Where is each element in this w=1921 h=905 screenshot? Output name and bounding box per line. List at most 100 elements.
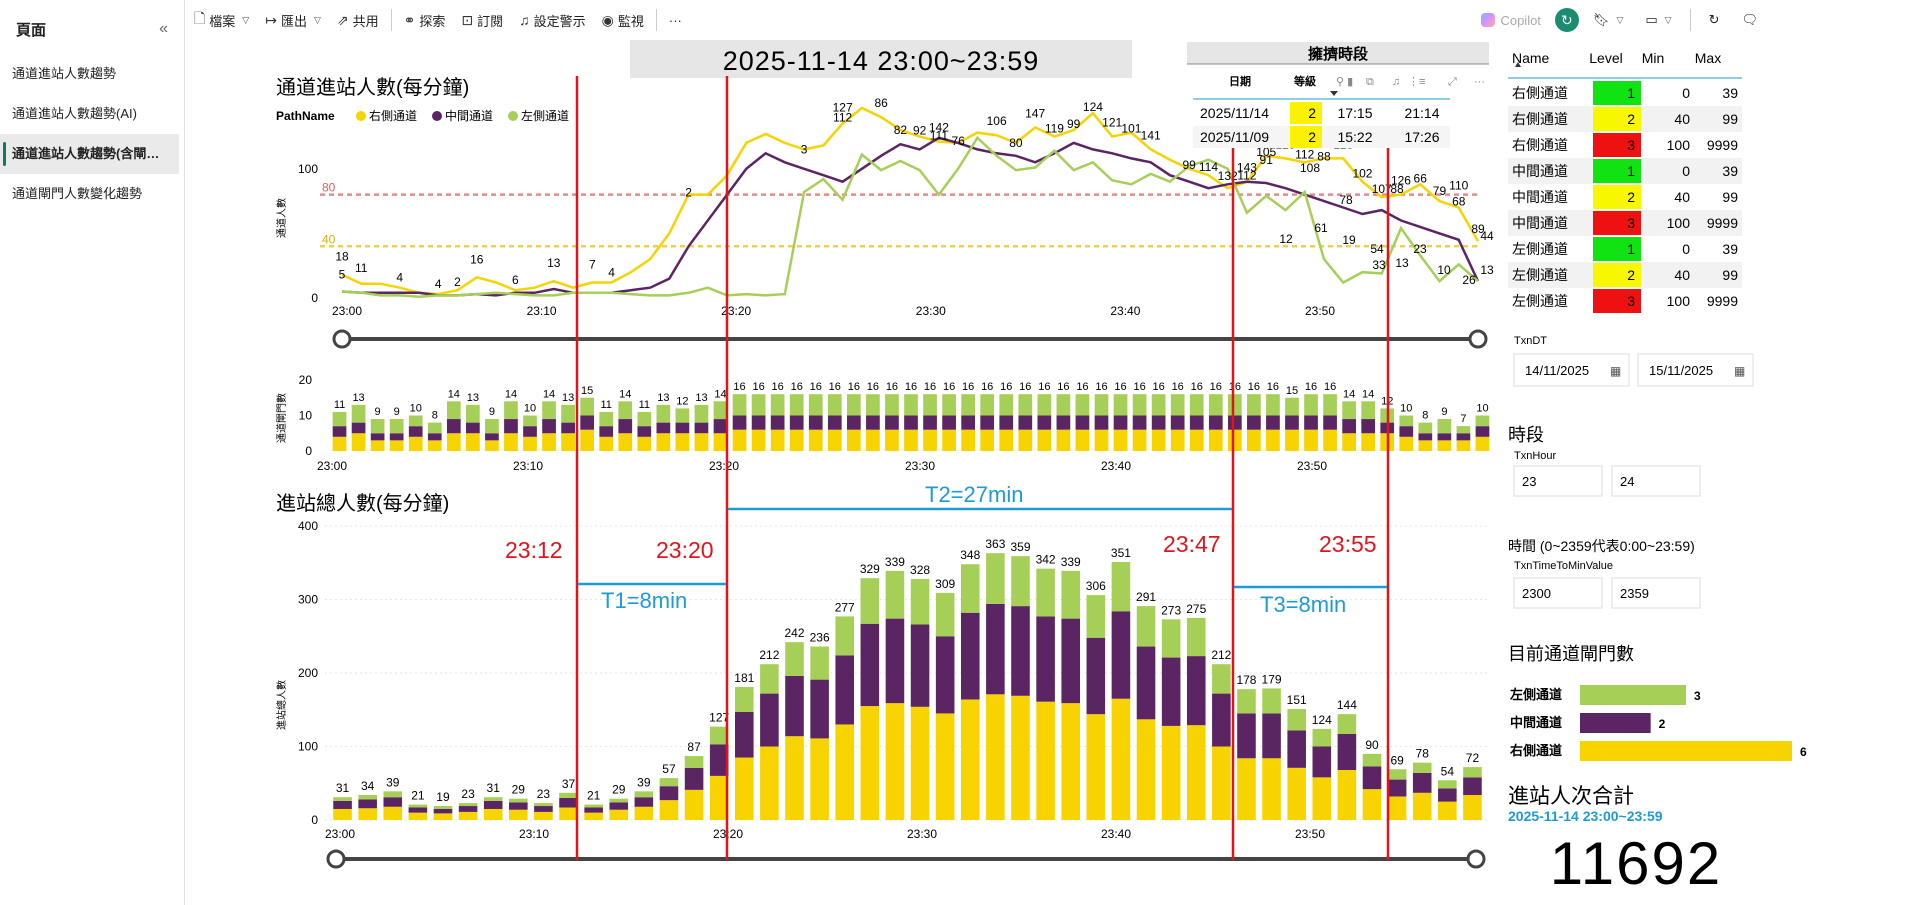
reload-button[interactable]: ↻ xyxy=(1701,0,1728,40)
total-bar-segment xyxy=(1362,766,1382,790)
left-series-line xyxy=(341,135,1479,298)
gate-bar-segment xyxy=(1227,415,1242,430)
sort-asc-icon[interactable] xyxy=(1515,62,1521,67)
gate-bar-label: 14 xyxy=(619,388,631,400)
top-slider-start-handle[interactable] xyxy=(332,329,352,349)
gate-bar-segment xyxy=(1018,415,1033,430)
explore-button[interactable]: ⚭ 探索 xyxy=(396,0,454,40)
gate-value: 2 xyxy=(1659,717,1666,731)
bottom-slider-start-handle[interactable] xyxy=(326,849,346,869)
time-to-input[interactable] xyxy=(1611,577,1701,609)
gate-bar-label: 16 xyxy=(1248,381,1260,393)
alert-label: 設定警示 xyxy=(533,13,586,29)
calendar-icon[interactable]: ▦ xyxy=(1610,364,1621,378)
gate-bar-segment xyxy=(1323,394,1337,416)
total-bar-label: 306 xyxy=(1086,579,1106,593)
data-label: 18 xyxy=(335,250,349,264)
view-button[interactable]: ▭ ▽ xyxy=(1637,0,1679,40)
sort-desc-icon[interactable] xyxy=(1330,91,1338,96)
more-button[interactable]: ··· xyxy=(668,12,682,28)
level-cell xyxy=(1593,289,1641,313)
gate-bar-segment xyxy=(980,429,995,451)
level-min: 40 xyxy=(1674,189,1690,205)
export-menu[interactable]: ↦ 匯出 ▽ xyxy=(257,0,329,40)
legend-marker-left xyxy=(508,111,518,121)
calendar-icon[interactable]: ▦ xyxy=(1734,364,1745,378)
gate-bar-segment xyxy=(1247,394,1261,416)
alert-button[interactable]: ♫ 設定警示 xyxy=(511,0,594,40)
subscribe-button[interactable]: ⊡ 訂閱 xyxy=(453,0,511,40)
total-bar-label: 236 xyxy=(810,631,830,645)
level-name: 中間通道 xyxy=(1512,189,1568,205)
gate-count-bars: 左側通道 3 中間通道 2 右側通道 6 xyxy=(1509,685,1807,761)
x-tick-label: 23:50 xyxy=(1305,304,1335,318)
total-bar-segment xyxy=(1186,656,1206,726)
gate-bar-segment xyxy=(561,404,575,423)
gate-bar-segment xyxy=(846,415,861,430)
refresh-visuals-icon[interactable]: ↻ xyxy=(1554,8,1579,32)
pin-icon[interactable]: ⚲ ▮ xyxy=(1336,76,1353,88)
data-label: 112 xyxy=(1237,169,1256,183)
gate-bar-label: 16 xyxy=(810,381,822,393)
bookmark-button[interactable]: 🔖︎ ▽ xyxy=(1585,0,1631,40)
gate-bar-segment xyxy=(1418,440,1433,451)
total-bar-label: 359 xyxy=(1010,540,1030,554)
hour-from-input[interactable] xyxy=(1513,465,1603,497)
focus-mode-icon[interactable]: ⤢ xyxy=(1448,76,1457,88)
total-title: 進站人次合計 xyxy=(1508,785,1634,808)
gate-bar-segment xyxy=(618,419,633,434)
data-label: 111 xyxy=(930,129,949,143)
level-col-name: Name xyxy=(1512,50,1550,66)
level-max: 39 xyxy=(1722,163,1738,179)
gate-bar-segment xyxy=(1304,429,1318,451)
total-bar-segment xyxy=(1387,796,1407,820)
total-bar-label: 328 xyxy=(910,563,930,577)
txndt-from-input[interactable] xyxy=(1513,353,1630,387)
x-tick-label: 23:40 xyxy=(1110,304,1140,318)
gate-bar-segment xyxy=(751,394,766,416)
gate-bar-label: 16 xyxy=(829,381,841,393)
more-options-icon[interactable]: ··· xyxy=(1474,76,1485,88)
gate-bar-segment xyxy=(523,436,537,451)
level-cell xyxy=(1593,81,1641,105)
copy-icon[interactable]: ⧉ xyxy=(1366,76,1374,88)
hour-label: TxnHour xyxy=(1514,450,1557,462)
filter-icon[interactable]: ⋮≡ xyxy=(1408,76,1425,88)
data-label: 44 xyxy=(1480,229,1494,243)
hour-to-input[interactable] xyxy=(1611,465,1701,497)
level-value: 3 xyxy=(1627,137,1635,153)
total-bar-segment xyxy=(1412,762,1432,773)
copilot-button[interactable]: Copilot xyxy=(1473,13,1548,28)
sidebar-item-trend-gates[interactable]: 通道進站人數趨勢(含閘門數) xyxy=(0,134,179,174)
bell-icon[interactable]: ♫ xyxy=(1392,76,1400,88)
gate-bar-label: 16 xyxy=(752,381,764,393)
share-button[interactable]: ⇗ 共用 xyxy=(329,0,387,40)
bottom-slider-end-handle[interactable] xyxy=(1466,849,1486,869)
gate-bar-segment xyxy=(637,436,652,451)
comment-button[interactable]: 🗨︎ xyxy=(1733,0,1766,40)
gate-bar-segment xyxy=(446,401,461,420)
gate-bar-label: 13 xyxy=(695,392,707,404)
gate-bar-segment xyxy=(542,419,556,434)
total-bar-segment xyxy=(935,592,955,637)
collapse-icon[interactable]: « xyxy=(159,20,168,37)
file-menu[interactable]: 🗋 檔案 ▽ xyxy=(186,0,257,40)
export-icon: ↦ xyxy=(265,11,277,28)
total-bar-segment xyxy=(1312,746,1332,778)
time-from-input[interactable] xyxy=(1513,577,1603,609)
monitor-button[interactable]: ◉ 監視 xyxy=(594,0,652,40)
chevron-down-icon: ▽ xyxy=(1664,14,1672,25)
top-slider-end-handle[interactable] xyxy=(1468,329,1488,349)
gate-bar-segment xyxy=(1227,429,1242,451)
total-bar-segment xyxy=(910,578,930,625)
gate-bar-segment xyxy=(1323,415,1337,430)
crowd-level: 2 xyxy=(1308,105,1316,121)
gate-bar-label: 10 xyxy=(410,403,422,415)
data-label: 2 xyxy=(454,275,461,289)
txndt-to-input[interactable] xyxy=(1637,353,1754,387)
total-bar-segment xyxy=(1061,618,1080,704)
data-label: 80 xyxy=(1009,136,1023,150)
total-bar-label: 212 xyxy=(1211,648,1231,662)
gate-bar-segment xyxy=(1151,394,1166,416)
data-label: 132 xyxy=(1218,169,1238,183)
